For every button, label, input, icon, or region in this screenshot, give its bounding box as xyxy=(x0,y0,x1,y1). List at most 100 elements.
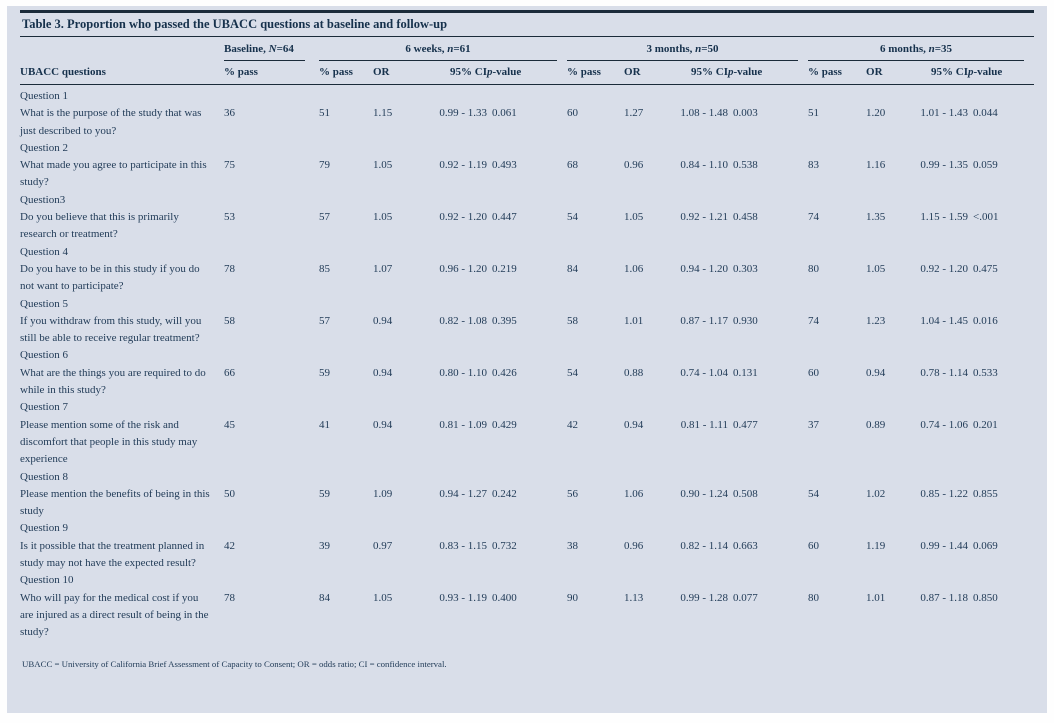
column-header-questions: UBACC questions xyxy=(20,61,224,85)
cell-6-weeks-pass: 39 xyxy=(319,539,330,552)
cell-6-months-pass: 54 xyxy=(808,487,820,500)
column-header-pvalue: p-value xyxy=(968,61,1035,85)
group-header-6-months: 6 months, n=35 xyxy=(808,37,1034,61)
group-label-var: N xyxy=(268,43,277,55)
cell-6-weeks-ci: 0.92 - 1.20 xyxy=(439,211,487,224)
cell-6-weeks-pass: 57 xyxy=(319,211,330,224)
cell-6-months-or: 1.02 xyxy=(866,487,886,500)
cell-6-weeks-pass: 79 xyxy=(319,159,330,172)
cell-6-weeks-ci: 0.93 - 1.19 xyxy=(439,591,487,604)
group-header-spacer xyxy=(20,37,224,61)
cell-3-months-pass: 68 xyxy=(567,159,579,172)
cell-6-months-pvalue: 0.533 xyxy=(973,366,998,379)
cell-6-weeks-or: 1.05 xyxy=(373,591,393,604)
cell-6-weeks-pass: 59 xyxy=(319,366,330,379)
cell-6-weeks-ci: 0.94 - 1.27 xyxy=(439,487,487,500)
group-label-n: =61 xyxy=(453,43,471,55)
cell-question-text: If you withdraw from this study, will yo… xyxy=(20,314,202,345)
question-label: Question 8 xyxy=(20,470,68,483)
cell-question-text: What made you agree to participate in th… xyxy=(20,159,207,189)
cell-6-months-ci: 0.99 - 1.44 xyxy=(920,539,969,552)
question-label-row: Question 8 xyxy=(20,469,1034,486)
cell-6-weeks-or: 0.97 xyxy=(373,539,393,552)
cell-question-text: What are the things you are required to … xyxy=(20,366,206,397)
cell-3-months-pass: 90 xyxy=(567,591,579,604)
cell-3-months-ci: 0.84 - 1.10 xyxy=(680,159,729,172)
cell-6-weeks-pvalue: 0.493 xyxy=(492,159,517,172)
cell-3-months-or: 0.96 xyxy=(624,539,644,552)
column-header-ci: 95% CI xyxy=(910,61,969,85)
cell-3-months-ci: 0.94 - 1.20 xyxy=(680,262,729,275)
question-data-row: Do you believe that this is primarily re… xyxy=(20,209,1034,244)
cell-6-weeks-or: 1.05 xyxy=(373,159,393,172)
cell-6-weeks-ci: 0.92 - 1.19 xyxy=(439,159,487,172)
cell-3-months-pvalue: 0.131 xyxy=(733,366,758,379)
cell-6-weeks-or: 0.94 xyxy=(373,366,393,379)
cell-6-weeks-or: 1.05 xyxy=(373,211,393,224)
table-header: Baseline, N=64 6 weeks, n=61 3 months, n… xyxy=(20,37,1035,85)
cell-3-months-or: 1.06 xyxy=(624,487,644,500)
cell-6-months-pass: 74 xyxy=(808,211,820,224)
cell-3-months-ci: 0.74 - 1.04 xyxy=(680,366,729,379)
cell-3-months-pvalue: 0.077 xyxy=(733,591,758,604)
p-italic: p xyxy=(728,66,734,78)
column-header-or: OR xyxy=(866,61,911,85)
cell-3-months-pvalue: 0.303 xyxy=(733,262,758,275)
cell-3-months-pass: 38 xyxy=(567,539,579,552)
cell-6-weeks-pass: 85 xyxy=(319,262,330,275)
cell-3-months-pvalue: 0.477 xyxy=(733,418,758,431)
table-title: Table 3. Proportion who passed the UBACC… xyxy=(20,10,1034,37)
cell-6-weeks-pvalue: 0.447 xyxy=(492,211,517,224)
group-header-row: Baseline, N=64 6 weeks, n=61 3 months, n… xyxy=(20,37,1034,61)
cell-6-months-ci: 1.04 - 1.45 xyxy=(920,314,969,327)
column-header-row: UBACC questions % pass % pass OR 95% CI … xyxy=(20,61,1035,85)
question-label-row: Question3 xyxy=(20,192,1034,209)
cell-3-months-pass: 84 xyxy=(567,262,579,275)
cell-6-weeks-pvalue: 0.426 xyxy=(492,366,517,379)
question-label: Question 6 xyxy=(20,349,68,362)
cell-6-months-or: 0.94 xyxy=(866,366,886,379)
cell-6-months-pvalue: 0.044 xyxy=(973,107,998,120)
cell-question-text: Who will pay for the medical cost if you… xyxy=(20,591,209,639)
cell-6-weeks-pvalue: 0.061 xyxy=(492,107,517,120)
cell-6-months-pass: 60 xyxy=(808,539,820,552)
question-label: Question 2 xyxy=(20,141,68,154)
cell-6-weeks-pass: 51 xyxy=(319,107,330,120)
group-label: Baseline, xyxy=(224,43,269,55)
cell-3-months-or: 0.88 xyxy=(624,366,644,379)
cell-6-weeks-pass: 41 xyxy=(319,418,330,431)
cell-6-months-pvalue: 0.016 xyxy=(973,314,998,327)
cell-6-weeks-pvalue: 0.395 xyxy=(492,314,517,327)
cell-question-text: Do you have to be in this study if you d… xyxy=(20,262,200,293)
p-value-suffix: -value xyxy=(973,66,1003,78)
cell-3-months-ci: 0.87 - 1.17 xyxy=(680,314,729,327)
column-header-pass-baseline: % pass xyxy=(224,61,319,85)
cell-3-months-or: 1.05 xyxy=(624,211,644,224)
cell-6-weeks-ci: 0.81 - 1.09 xyxy=(439,418,487,431)
question-label-row: Question 7 xyxy=(20,399,1034,416)
question-label: Question 10 xyxy=(20,574,74,587)
cell-3-months-ci: 0.82 - 1.14 xyxy=(680,539,729,552)
question-label-row: Question 6 xyxy=(20,347,1034,364)
group-header-3-months: 3 months, n=50 xyxy=(567,37,808,61)
cell-6-months-pvalue: 0.059 xyxy=(973,159,998,172)
group-label-n: =35 xyxy=(934,43,953,55)
cell-question-text: Please mention some of the risk and disc… xyxy=(20,418,198,466)
group-label: 3 months, xyxy=(646,43,696,55)
group-label-n: =50 xyxy=(701,43,719,55)
column-header-ci: 95% CI xyxy=(670,61,729,85)
cell-6-months-pass: 74 xyxy=(808,314,820,327)
column-header-pass: % pass xyxy=(567,61,625,85)
cell-6-months-ci: 0.92 - 1.20 xyxy=(920,262,969,275)
cell-6-weeks-pvalue: 0.732 xyxy=(492,539,517,552)
cell-6-months-pass: 51 xyxy=(808,107,820,120)
cell-6-weeks-ci: 0.96 - 1.20 xyxy=(439,262,487,275)
cell-6-months-pass: 37 xyxy=(808,418,820,431)
group-label-var: n xyxy=(447,43,454,55)
question-label-row: Question 9 xyxy=(20,520,1034,537)
column-header-pvalue: p-value xyxy=(487,61,568,85)
question-data-row: Please mention the benefits of being in … xyxy=(20,486,1034,521)
cell-6-weeks-ci: 0.99 - 1.33 xyxy=(439,107,487,120)
cell-6-months-or: 1.35 xyxy=(866,211,886,224)
cell-6-months-pass: 80 xyxy=(808,262,820,275)
